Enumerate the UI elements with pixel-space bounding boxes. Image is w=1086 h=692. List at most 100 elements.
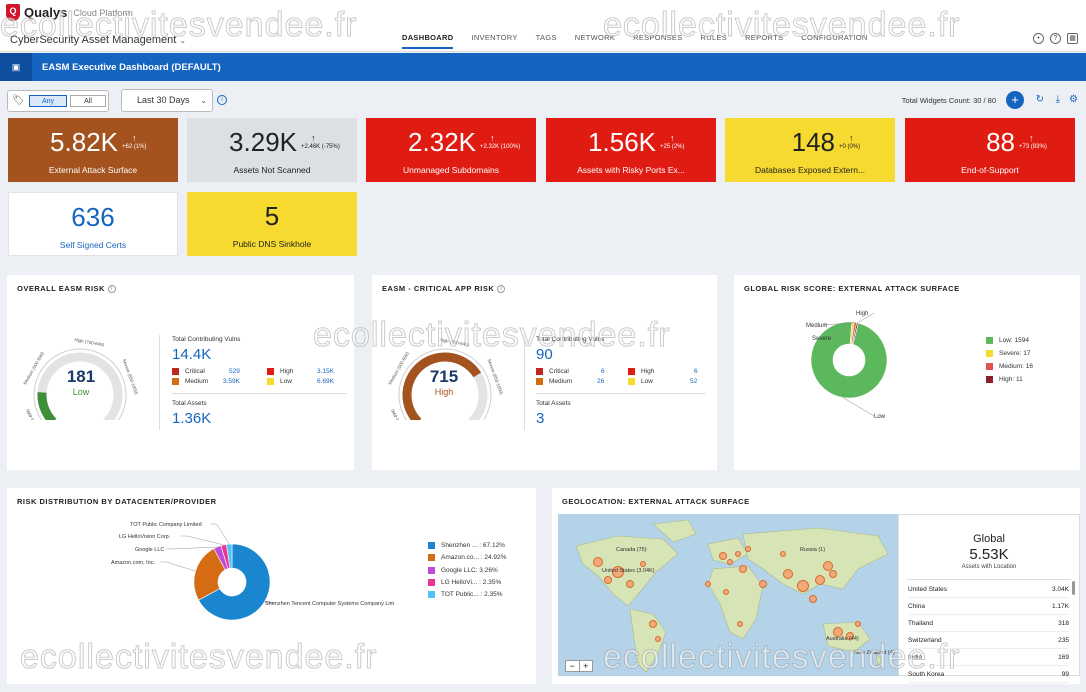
callout-line (210, 523, 230, 545)
kpi-card[interactable]: 636 Self Signed Certs (8, 192, 178, 256)
asset-marker[interactable] (815, 575, 825, 585)
kpi-card[interactable]: 5.82K ↑ +62 (1%) External Attack Surface (8, 118, 178, 182)
assets-label: Total Assets (172, 400, 207, 407)
asset-marker[interactable] (846, 632, 854, 640)
gear-icon[interactable]: ⚙ (1069, 94, 1078, 105)
asset-marker[interactable] (723, 589, 729, 595)
help-icon[interactable]: ? (1050, 33, 1061, 44)
asset-marker[interactable] (809, 595, 817, 603)
asset-marker[interactable] (823, 561, 833, 571)
legend-item[interactable]: Amazon.co... : 24.92% (428, 554, 506, 562)
scrollbar[interactable] (1072, 581, 1075, 595)
donut-slice[interactable] (810, 321, 888, 399)
info-icon[interactable]: i (107, 285, 116, 294)
asset-marker[interactable] (759, 580, 767, 588)
global-label: Global (973, 533, 1005, 545)
table-row[interactable]: Thailand 318 (908, 620, 1069, 632)
kpi-card[interactable]: 148 ↑ +0 (0%) Databases Exposed Extern... (725, 118, 895, 182)
legend-item[interactable]: High: 11 (986, 376, 1023, 383)
qualys-logo[interactable]: Q Qualys Cloud Platform (6, 4, 133, 21)
refresh-icon[interactable]: ↻ (1035, 94, 1044, 105)
tab-reports[interactable]: REPORTS (745, 33, 784, 42)
all-toggle[interactable]: All (70, 95, 106, 107)
legend-item[interactable]: Severe: 17 (986, 350, 1030, 357)
table-row[interactable]: China 1.17K (908, 603, 1069, 615)
asset-marker[interactable] (797, 580, 809, 592)
legend-item[interactable]: Google LLC: 3.26% (428, 566, 498, 574)
kpi-value: 636 (71, 202, 115, 232)
legend-item[interactable]: LG HelloVi... : 2.35% (428, 578, 501, 586)
asset-marker[interactable] (833, 627, 843, 637)
date-range-select[interactable]: Last 30 Days ⌄ (121, 89, 213, 112)
kpi-card[interactable]: 1.56K ↑ +25 (2%) Assets with Risky Ports Ex… (546, 118, 716, 182)
callout-label: Severe (812, 336, 832, 342)
apps-grid-icon[interactable]: ▦ (1067, 33, 1078, 44)
risk-level: Low (72, 387, 90, 397)
asset-marker[interactable] (739, 565, 747, 573)
legend-item[interactable]: TOT Public... : 2.35% (428, 591, 503, 598)
tab-responses[interactable]: RESPONSES (633, 33, 683, 42)
legend-swatch (986, 363, 993, 370)
map-label-canada: Canada (75) (616, 547, 647, 553)
callout-line (181, 535, 224, 546)
kpi-card[interactable]: 3.29K ↑ +2.46K (-75%) Assets Not Scanned (187, 118, 357, 182)
table-row[interactable]: Switzerland 235 (908, 637, 1069, 649)
datacenter-donut[interactable]: TOT Public Company Limited LG HelloVision… (97, 516, 447, 646)
table-row[interactable]: South Korea 99 (908, 671, 1069, 683)
kpi-label: Assets with Risky Ports Ex... (577, 165, 685, 175)
asset-marker[interactable] (719, 552, 727, 560)
asset-marker[interactable] (727, 559, 733, 565)
tab-tags[interactable]: TAGS (535, 33, 557, 42)
zoom-out-button[interactable]: − (566, 661, 580, 671)
donut-slice[interactable] (851, 322, 859, 345)
asset-marker[interactable] (604, 576, 612, 584)
asset-marker[interactable] (612, 566, 624, 578)
asset-marker[interactable] (737, 621, 743, 627)
asset-marker[interactable] (655, 636, 661, 642)
donut-slice[interactable] (226, 543, 233, 569)
kpi-card[interactable]: 2.32K ↑ +2.32K (100%) Unmanaged Subdomains (366, 118, 536, 182)
asset-marker[interactable] (626, 580, 634, 588)
donut-slice[interactable] (198, 543, 271, 621)
legend-swatch (428, 554, 435, 562)
tag-filter[interactable]: 🏷 Any All (7, 90, 109, 112)
zoom-in-button[interactable]: + (583, 661, 589, 671)
tab-configuration[interactable]: CONFIGURATION (801, 33, 868, 42)
legend-item[interactable]: Low: 1594 (986, 337, 1029, 344)
asset-marker[interactable] (705, 581, 711, 587)
asset-marker[interactable] (855, 621, 861, 627)
asset-marker[interactable] (780, 551, 786, 557)
table-row[interactable]: United States 3.04K (908, 586, 1069, 598)
asset-marker[interactable] (735, 551, 741, 557)
asset-marker[interactable] (783, 569, 793, 579)
table-row[interactable]: India 169 (908, 654, 1069, 666)
user-icon[interactable]: • (1033, 33, 1044, 44)
asset-marker[interactable] (593, 557, 603, 567)
tab-inventory[interactable]: INVENTORY (471, 33, 518, 42)
kpi-card[interactable]: 5 Public DNS Sinkhole (187, 192, 357, 256)
kpi-label: End-of-Support (961, 165, 1019, 175)
app-title[interactable]: CyberSecurity Asset Management ⌄ (10, 34, 187, 46)
any-toggle[interactable]: Any (29, 95, 67, 107)
legend-item[interactable]: Shenzhen ... : 67.12% (428, 542, 505, 549)
tab-dashboard[interactable]: DASHBOARD (402, 33, 454, 49)
info-icon[interactable]: i (217, 95, 227, 105)
kpi-value: 1.56K (588, 127, 656, 157)
dashboard-switch-icon[interactable]: ▣ (0, 53, 32, 81)
asset-marker[interactable] (640, 561, 646, 567)
country-value: 99 (1061, 671, 1069, 678)
asset-marker[interactable] (829, 570, 837, 578)
download-icon[interactable]: ⤓ (1055, 94, 1060, 105)
asset-marker[interactable] (745, 546, 751, 552)
global-risk-donut[interactable]: High Medium Severe Low (794, 305, 934, 425)
add-widget-button[interactable]: + (1006, 91, 1024, 109)
info-icon[interactable]: i (497, 285, 506, 294)
asset-marker[interactable] (649, 620, 657, 628)
world-map[interactable]: Canada (75) United States (3.04K) Russia… (558, 514, 898, 676)
kpi-card[interactable]: 88 ↑ +73 (83%) End-of-Support (905, 118, 1075, 182)
legend-item[interactable]: Medium: 16 (986, 363, 1033, 370)
legend-label: Shenzhen ... : 67.12% (441, 542, 505, 550)
tab-network[interactable]: NETWORK (574, 33, 616, 42)
kpi-label: Assets Not Scanned (233, 165, 311, 175)
tab-rules[interactable]: RULES (700, 33, 728, 42)
